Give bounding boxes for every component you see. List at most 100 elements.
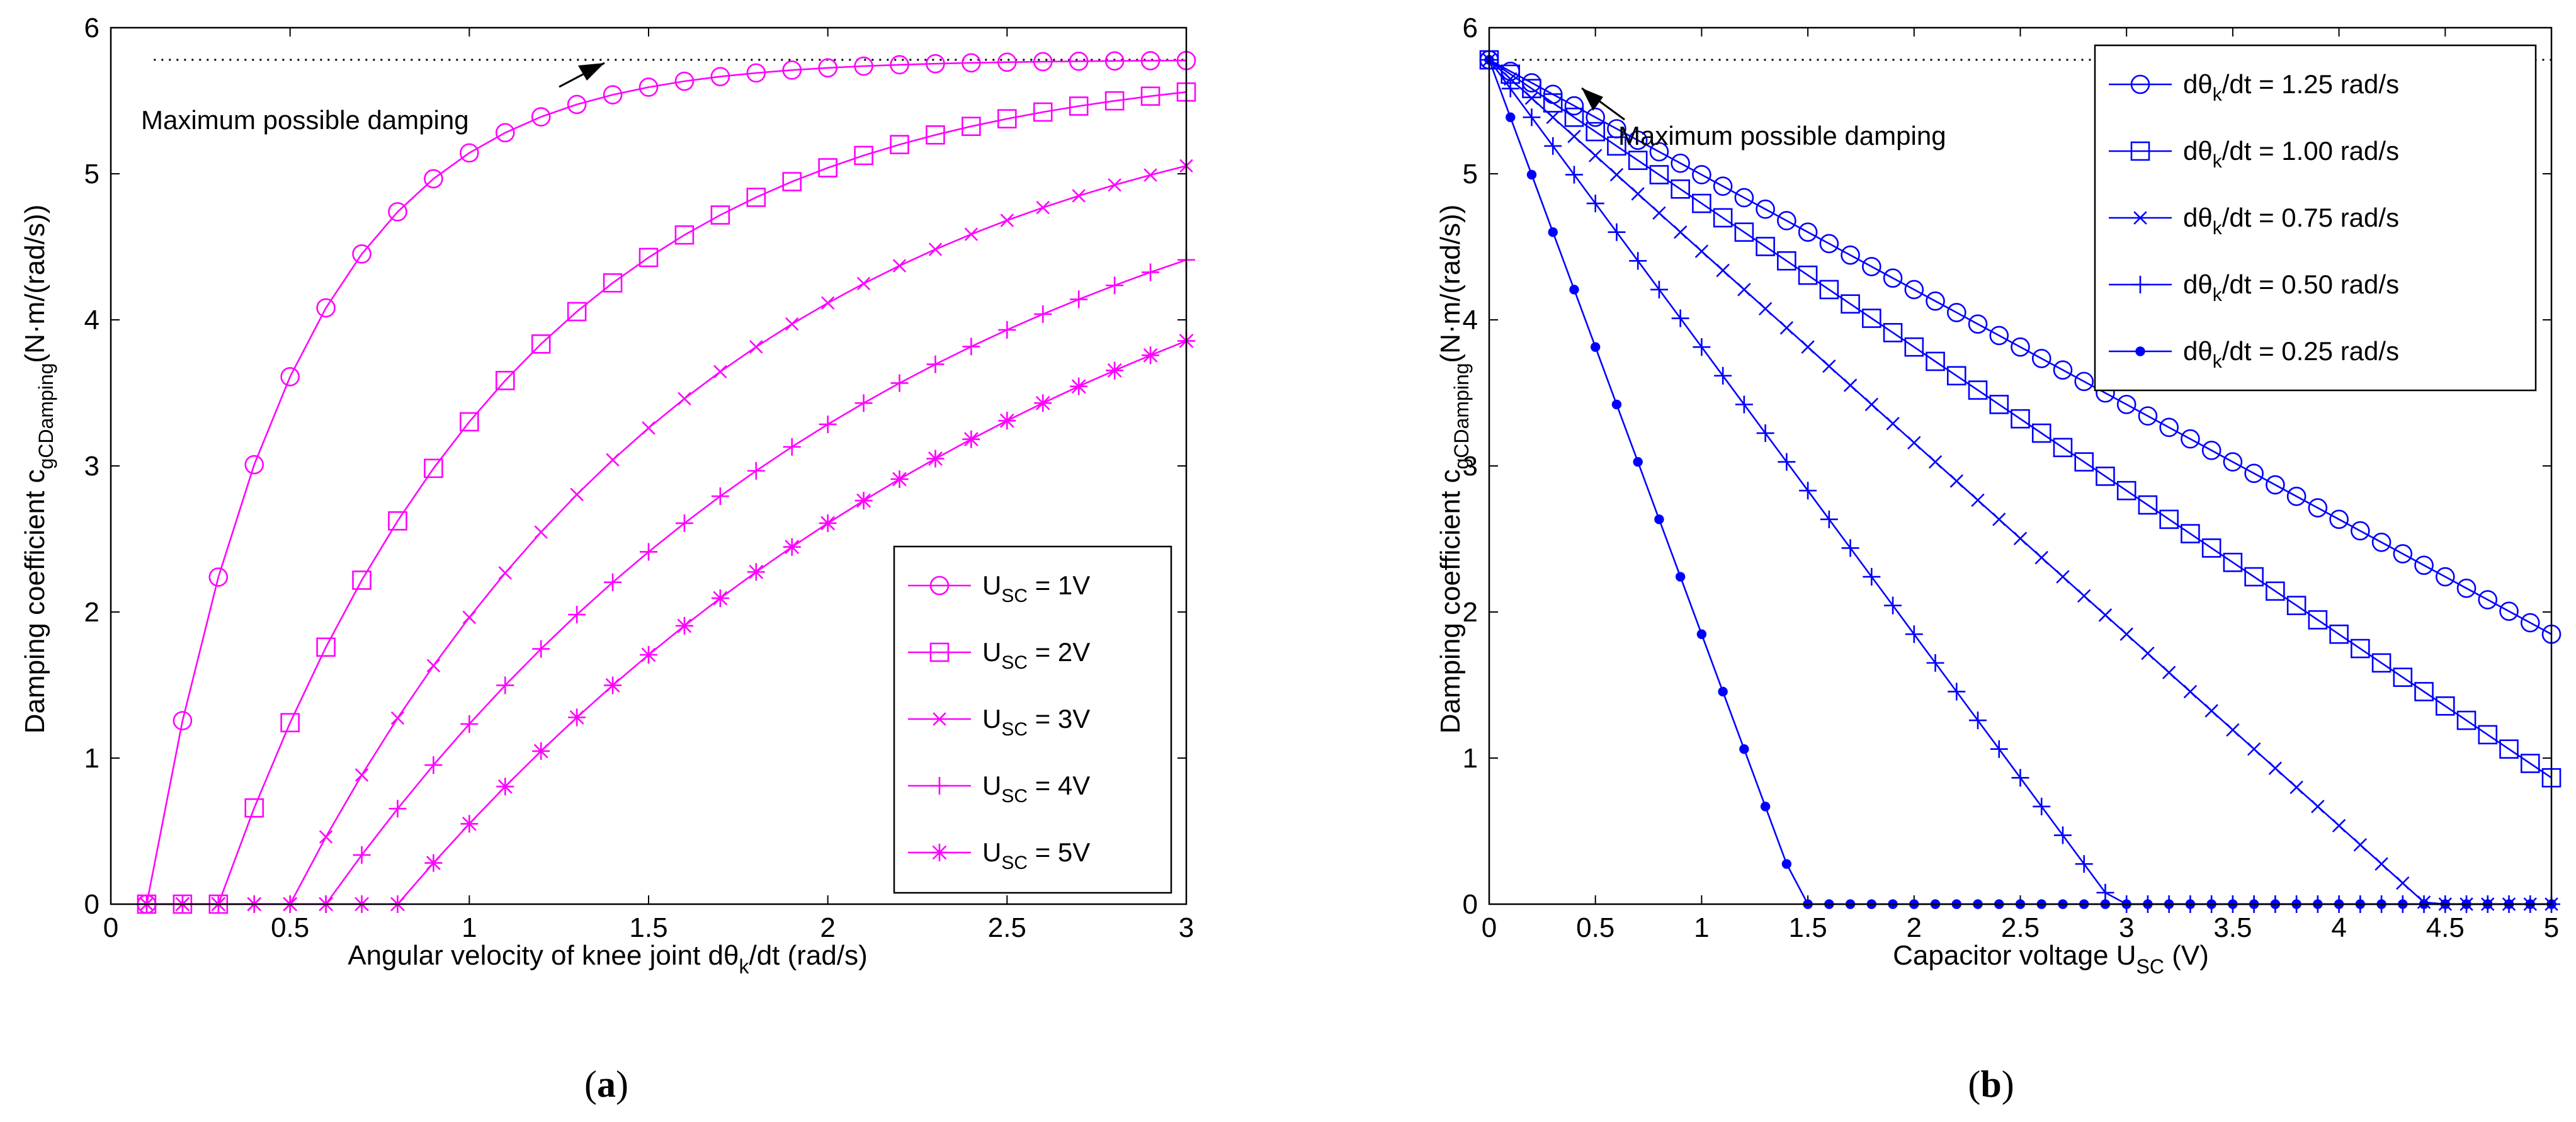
panel-b-series-2-point	[2286, 596, 2306, 615]
panel-b-series-2-point	[1798, 265, 1818, 285]
panel-b-series-4-point	[1671, 309, 1689, 327]
panel-a-legend-item-5-text-main: U	[982, 837, 1001, 867]
panel-a-ytick-label: 4	[84, 305, 99, 336]
panel-b-xlabel: Capacitor voltage USC (V)	[1893, 940, 2209, 978]
panel-b-series-1-point	[1968, 314, 1988, 334]
panel-a-xtick-label: 1	[462, 912, 477, 943]
panel-b-series-1-point	[1798, 222, 1818, 242]
panel-a-series-5-point	[998, 412, 1016, 430]
panel-b-series-1-point	[1819, 234, 1839, 254]
panel-b-series-4-point	[2011, 769, 2029, 787]
panel-b-series-2-point	[2266, 581, 2285, 601]
panel-b-series-2-point	[2520, 754, 2540, 773]
panel-b-series-4-point	[1523, 108, 1541, 127]
panel-a-series-5-point	[460, 815, 479, 833]
panel-b-series-3-point	[2013, 531, 2028, 545]
panel-b-legend-item-4-text-main: dθ	[2183, 269, 2213, 299]
panel-b-series-4-point	[1926, 654, 1944, 672]
panel-a-legend-item-2-text-main: U	[982, 637, 1001, 667]
panel-a-legend-item-5-text: USC = 5V	[982, 837, 1090, 873]
panel-a-legend-item-1-text-main: U	[982, 570, 1001, 600]
panel-a-series-2-point	[782, 172, 802, 191]
panel-a-series-4-point	[890, 374, 909, 392]
panel-b-legend-swatch-marker	[2130, 141, 2150, 161]
panel-b-legend-swatch-marker	[2131, 276, 2149, 293]
panel-a-series-2-point	[746, 188, 766, 207]
panel-b-legend-item-3: dθk/dt = 0.75 rad/s	[2109, 203, 2399, 239]
panel-a-series-2-point	[962, 116, 981, 136]
panel-b-series-2-point	[2478, 725, 2498, 745]
panel-a-series-3-point	[964, 227, 979, 241]
panel-b-series-2-point	[2371, 653, 2392, 673]
panel-b-series-3-point	[2226, 723, 2240, 737]
panel-a-xtick-label: 0	[103, 912, 118, 943]
panel-a-legend-item-5-text-tail: = 5V	[1028, 837, 1090, 867]
panel-b-series-4-point	[1629, 252, 1647, 270]
panel-a-series-4-point	[1142, 263, 1160, 281]
panel-a-series-4-point	[389, 800, 407, 818]
panel-a-ytick-label: 3	[84, 451, 99, 482]
panel-b-series-4-point	[1714, 366, 1732, 385]
panel-b-series-3-point	[2268, 761, 2283, 775]
panel-a-series-5-point	[747, 563, 765, 581]
panel-a-series-4-point	[604, 573, 622, 591]
panel-b-series-1-point	[2351, 521, 2370, 541]
panel-b-legend-item-1-text-main: dθ	[2183, 69, 2213, 99]
panel-a-series-3-point	[892, 259, 907, 273]
panel-b-series-2-point	[1543, 93, 1563, 113]
panel-a-caption: (a)	[584, 1063, 628, 1105]
panel-a-legend-item-2-text-tail: = 2V	[1028, 637, 1090, 667]
panel-b-ytick-label: 1	[1463, 743, 1478, 774]
panel-a-series-2-point	[710, 205, 730, 225]
panel-a-series-3-point	[319, 830, 333, 844]
panel-b-legend-item-4-text: dθk/dt = 0.50 rad/s	[2183, 269, 2399, 305]
panel-b-series-1-point	[2053, 360, 2073, 380]
panel-b-legend-item-1-text-sub: k	[2213, 84, 2223, 105]
panel-b-series-1-point	[1989, 326, 2009, 346]
panel-b-series-5-point	[1569, 285, 1579, 295]
panel-a-series-3-point	[785, 317, 799, 331]
panel-b-legend-item-3-text-main: dθ	[2183, 203, 2213, 232]
panel-a-series-5-point	[604, 676, 622, 694]
panel-a-legend-item-3-text-tail: = 3V	[1028, 704, 1090, 734]
panel-b-series-4-point	[1756, 424, 1774, 442]
panel-b-series-2-point	[1671, 179, 1690, 199]
panel-b-series-4-point	[1863, 568, 1881, 586]
panel-b-legend-item-3-text: dθk/dt = 0.75 rad/s	[2183, 203, 2399, 239]
panel-b-legend-item-2-text-main: dθ	[2183, 136, 2213, 166]
panel-b-series-3-point	[2183, 684, 2198, 699]
panel-b-series-2-point	[2414, 682, 2434, 701]
panel-a-series-1-point	[962, 53, 981, 73]
panel-b-xtick-label: 2	[1907, 912, 1922, 943]
panel-a-series-1-point	[424, 169, 443, 189]
panel-b-series-2-point	[2244, 567, 2264, 587]
panel-a-xlabel: Angular velocity of knee joint dθk/dt (r…	[348, 940, 868, 978]
panel-a-series-3-point	[1036, 200, 1050, 215]
panel-a-series-4-point	[568, 606, 586, 624]
panel-b-legend-item-5-text-sub: k	[2213, 351, 2223, 372]
panel-b-series-2-point	[1862, 309, 1881, 328]
panel-a-legend-item-4-text-tail: = 4V	[1028, 771, 1090, 800]
panel-a-legend-item-1-text: USC = 1V	[982, 570, 1090, 606]
panel-b-series-3-point	[2056, 570, 2070, 584]
panel-a-annotation-arrowhead	[578, 63, 604, 81]
panel-a-series-2-point	[1069, 96, 1089, 116]
panel-a-series-3-line	[146, 165, 1187, 905]
panel-a-series-4-point	[747, 462, 765, 480]
panel-b-series-1-point	[2011, 337, 2030, 357]
panel-b-series-2-point	[1734, 222, 1754, 242]
panel-a-series-1-point	[854, 56, 873, 76]
panel-a-series-4-point	[926, 355, 945, 373]
panel-a-series-3-point	[498, 566, 512, 580]
panel-a-series-1	[137, 50, 1196, 914]
panel-b-series-3-point	[2311, 800, 2325, 813]
panel-a-series-1-point	[782, 60, 802, 80]
panel-a-series-1-point	[531, 107, 551, 127]
panel-b-series-2-point	[2159, 509, 2179, 530]
panel-b-series-2-point	[2116, 480, 2136, 501]
panel-b-series-5-point	[1739, 744, 1749, 754]
panel-a-series-3-point	[1108, 178, 1121, 192]
panel-b-legend-item-4-text-sub: k	[2213, 285, 2223, 305]
panel-b-annotation-arrowhead	[1582, 88, 1603, 111]
